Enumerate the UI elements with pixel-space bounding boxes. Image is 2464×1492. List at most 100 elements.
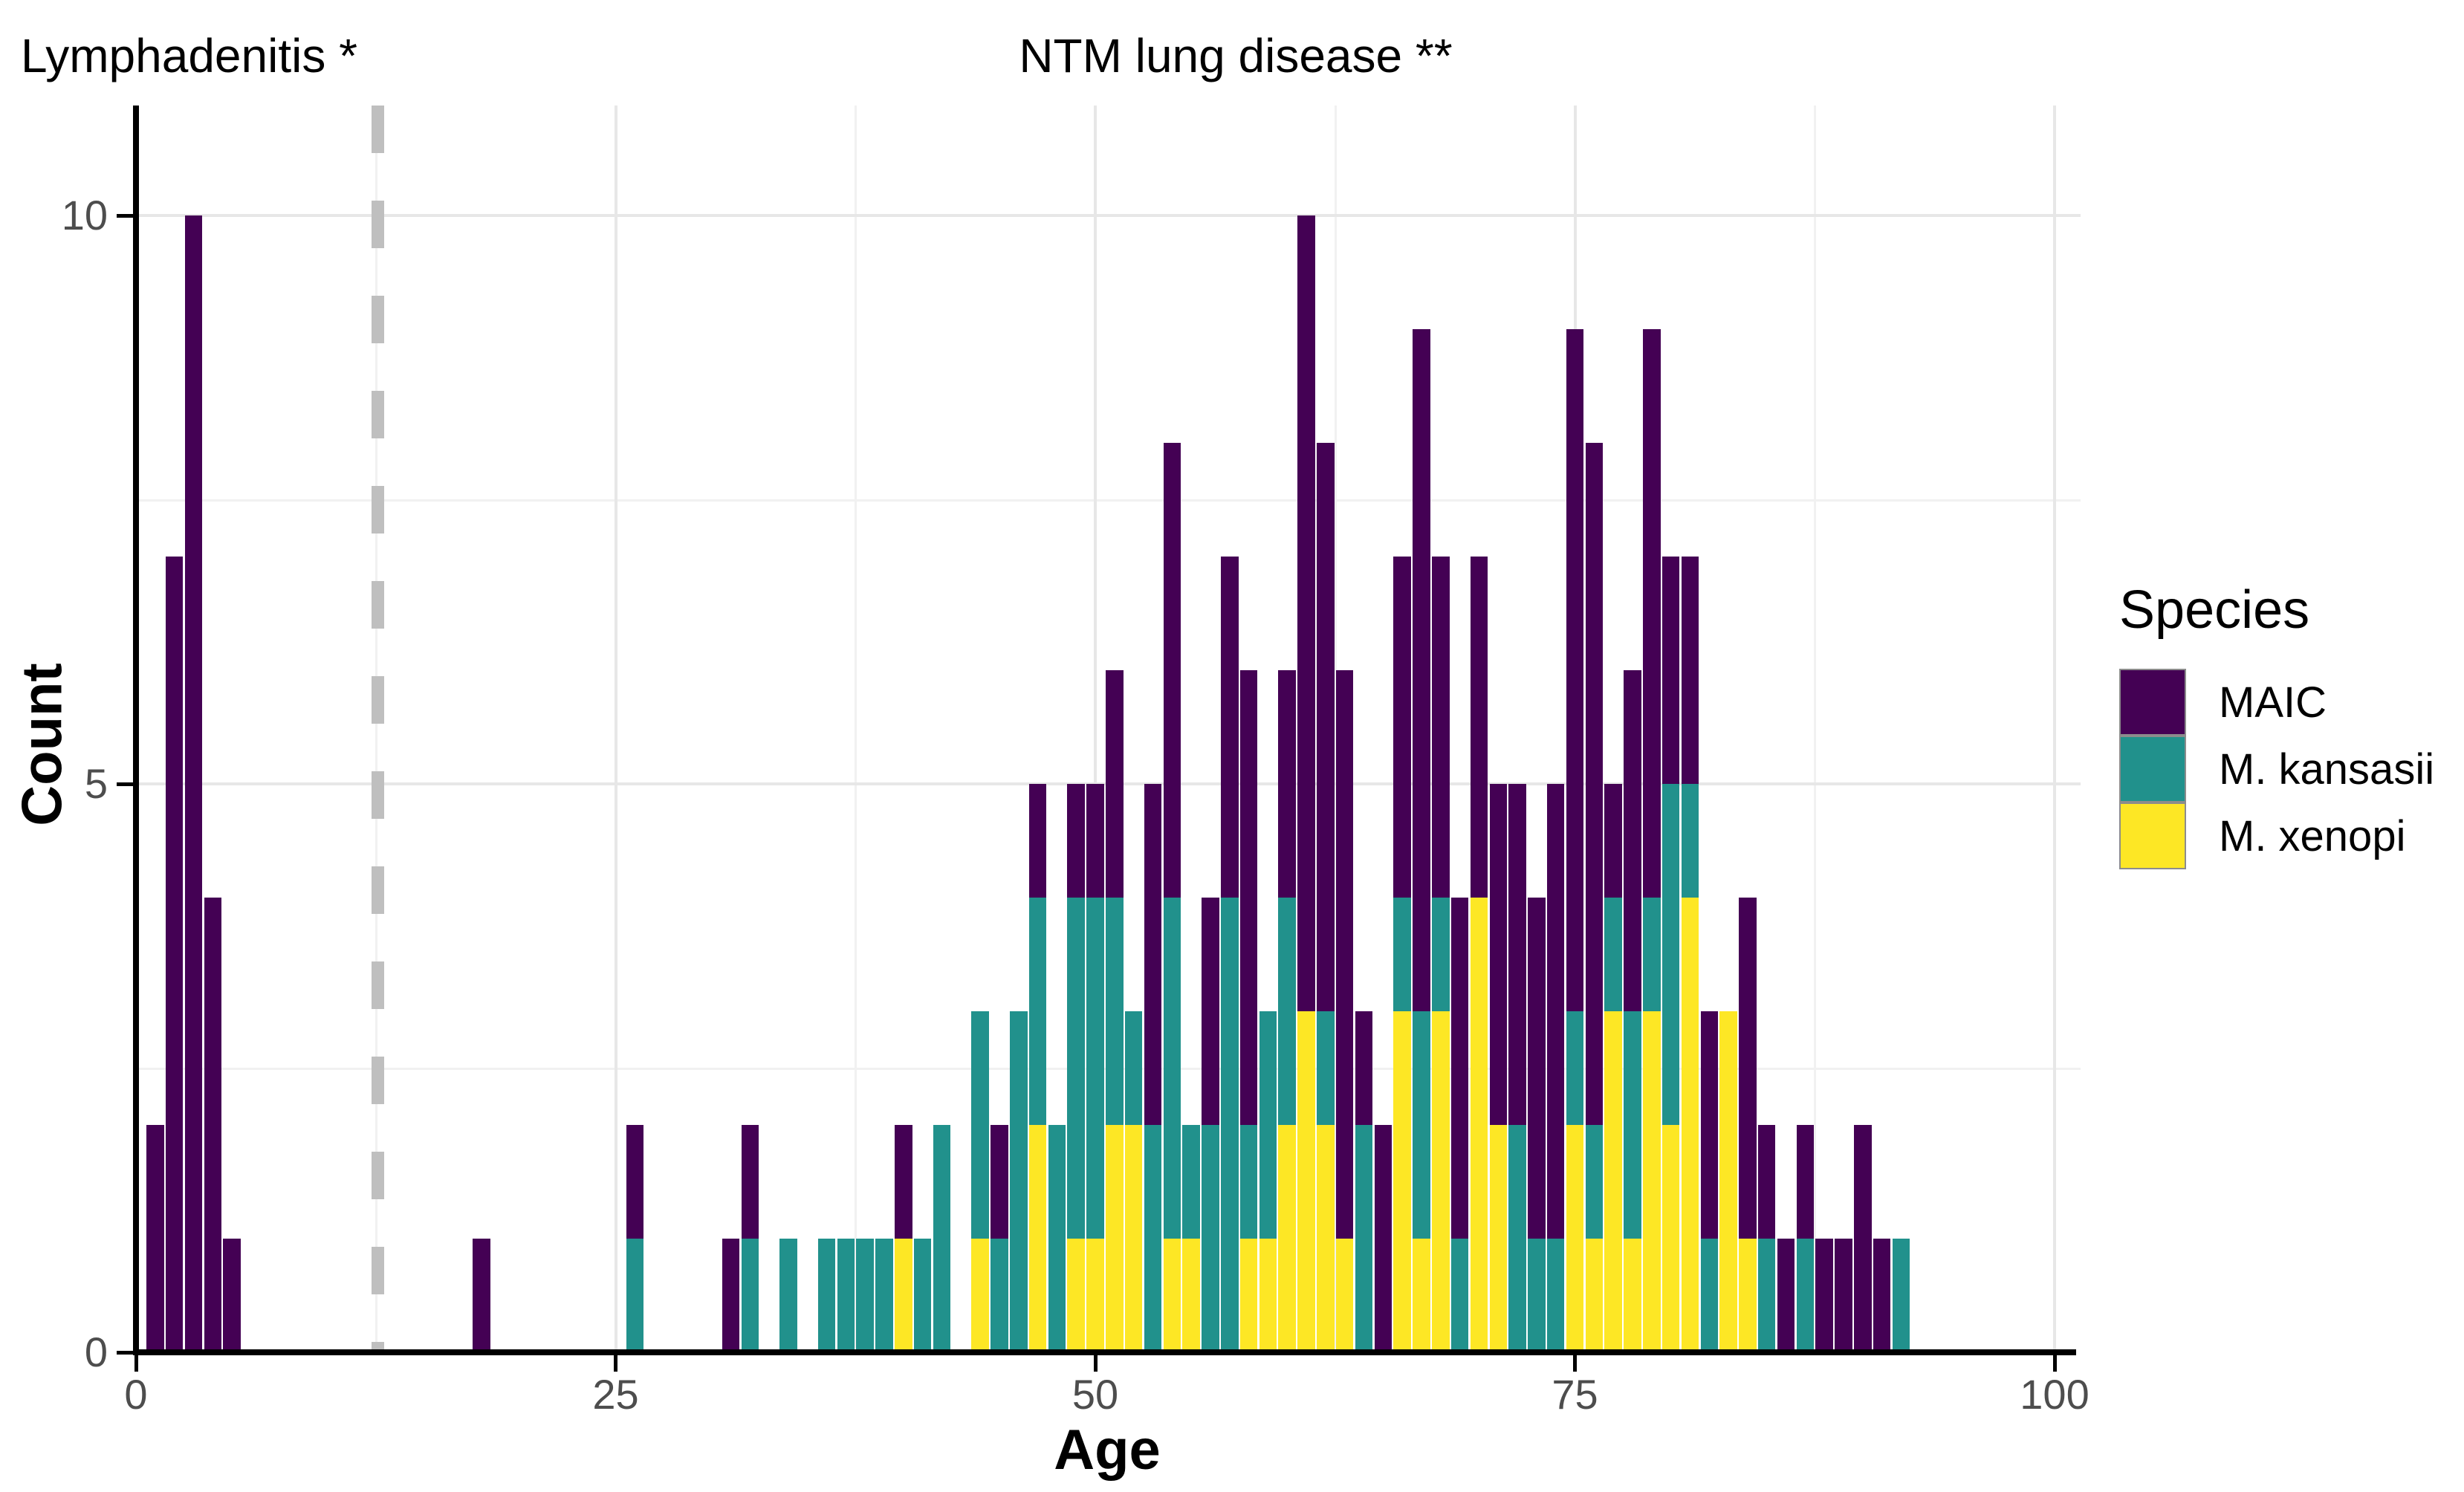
bar-segment-kansasii (1546, 1239, 1565, 1352)
bar-segment-maic (1413, 329, 1430, 1011)
bar-segment-kansasii (971, 1011, 989, 1239)
bar-segment-maic (1028, 784, 1047, 898)
bar-segment-kansasii (1278, 898, 1296, 1125)
bar-segment-xenopi (1470, 898, 1488, 1352)
bar-segment-xenopi (1643, 1011, 1661, 1352)
bar-segment-kansasii (1585, 1125, 1604, 1239)
bar-segment-maic (1528, 898, 1546, 1239)
x-tick (134, 1355, 138, 1372)
bar-segment-maic (1508, 784, 1526, 1125)
legend-swatch-icon (2119, 669, 2186, 736)
legend-swatch-icon (2119, 736, 2186, 802)
bar-segment-kansasii (1106, 898, 1124, 1125)
bar-segment-maic (1873, 1239, 1891, 1352)
legend-entry-label: M. kansasii (2219, 745, 2435, 794)
bar-segment-xenopi (1297, 1011, 1315, 1352)
bar-segment-kansasii (1624, 1011, 1641, 1239)
y-tick-label: 0 (84, 1329, 108, 1375)
bar-segment-xenopi (1719, 1011, 1737, 1352)
bar-segment-kansasii (1010, 1011, 1028, 1352)
bar-segment-maic (1221, 557, 1239, 898)
bar-segment-maic (146, 1125, 164, 1352)
bar-segment-xenopi (971, 1239, 989, 1352)
bar-segment-maic (1202, 898, 1219, 1125)
grid-major-x (2053, 106, 2056, 1352)
bar-segment-xenopi (1624, 1239, 1641, 1352)
bar-segment-xenopi (895, 1239, 912, 1352)
bar-segment-xenopi (1604, 1011, 1622, 1352)
bar-segment-kansasii (1067, 898, 1085, 1239)
bar-segment-maic (741, 1125, 759, 1239)
bar-segment-kansasii (1681, 784, 1699, 898)
bar-segment-maic (1086, 784, 1104, 898)
bar-segment-kansasii (1393, 898, 1411, 1011)
y-axis-line (133, 106, 139, 1355)
bar-segment-maic (1835, 1239, 1852, 1352)
bar-segment-maic (223, 1239, 241, 1352)
bar-segment-maic (1739, 898, 1757, 1239)
bar-segment-kansasii (1355, 1125, 1373, 1352)
bar-segment-xenopi (1393, 1011, 1411, 1352)
bar-segment-maic (1239, 670, 1258, 1125)
y-tick-label: 10 (61, 192, 108, 239)
bar-segment-kansasii (991, 1239, 1008, 1352)
bar-segment-maic (1163, 443, 1181, 898)
bar-segment-kansasii (817, 1239, 836, 1352)
bar-segment-maic (1450, 898, 1469, 1239)
bar-segment-maic (1546, 784, 1565, 1239)
bar-segment-kansasii (1182, 1125, 1200, 1239)
center-panel-title: NTM lung disease ** (1019, 29, 1453, 82)
bar-segment-maic (1643, 329, 1661, 898)
bar-segment-kansasii (1221, 898, 1239, 1352)
bar-segment-maic (473, 1239, 490, 1352)
bar-segment-kansasii (1796, 1239, 1815, 1352)
bar-segment-kansasii (1508, 1125, 1526, 1352)
x-tick (614, 1355, 617, 1372)
bar-segment-maic (1317, 443, 1335, 1011)
bar-segment-kansasii (626, 1239, 644, 1352)
bar-segment-kansasii (1892, 1239, 1910, 1352)
bar-segment-kansasii (779, 1239, 797, 1352)
bar-segment-xenopi (1489, 1125, 1507, 1352)
x-tick-label: 0 (124, 1371, 148, 1418)
bar-segment-maic (1470, 557, 1488, 898)
bar-segment-kansasii (875, 1239, 893, 1352)
bar-segment-xenopi (1566, 1125, 1584, 1352)
legend-entry: MAIC (2119, 669, 2434, 736)
bar-segment-xenopi (1163, 1239, 1181, 1352)
grid-minor-x (1334, 106, 1337, 1352)
bar-segment-maic (1585, 443, 1604, 1125)
bar-segment-maic (1297, 215, 1315, 1011)
bar-segment-maic (1604, 784, 1622, 898)
bar-segment-xenopi (1239, 1239, 1258, 1352)
legend-entries: MAIC M. kansasii M. xenopi (2119, 669, 2434, 869)
x-tick (1573, 1355, 1577, 1372)
y-tick-label: 5 (84, 760, 108, 807)
y-tick (117, 213, 133, 218)
x-tick (1093, 1355, 1098, 1372)
bar-segment-maic (895, 1125, 912, 1239)
legend-swatch-icon (2119, 802, 2186, 869)
x-tick-label: 100 (2020, 1371, 2089, 1418)
bar-segment-kansasii (741, 1239, 759, 1352)
bar-segment-maic (1374, 1125, 1393, 1352)
grid-major-x (1094, 106, 1097, 1352)
bar-segment-kansasii (1566, 1011, 1584, 1125)
plot-panel (136, 106, 2081, 1352)
bar-segment-xenopi (1739, 1239, 1757, 1352)
bar-segment-kansasii (1413, 1011, 1430, 1239)
bar-segment-xenopi (1106, 1125, 1124, 1352)
bar-segment-maic (1854, 1125, 1872, 1352)
bar-segment-kansasii (933, 1125, 951, 1352)
bar-segment-maic (1624, 670, 1641, 1011)
y-tick (117, 1350, 133, 1355)
bar-segment-maic (1355, 1011, 1373, 1125)
grid-minor-y (136, 499, 2081, 502)
grid-major-x (614, 106, 617, 1352)
bar-segment-kansasii (1144, 1125, 1162, 1352)
grid-minor-x (855, 106, 857, 1352)
legend: Species MAIC M. kansasii M. xenopi (2119, 580, 2434, 869)
bar-segment-maic (1700, 1011, 1719, 1239)
x-tick (2052, 1355, 2057, 1372)
